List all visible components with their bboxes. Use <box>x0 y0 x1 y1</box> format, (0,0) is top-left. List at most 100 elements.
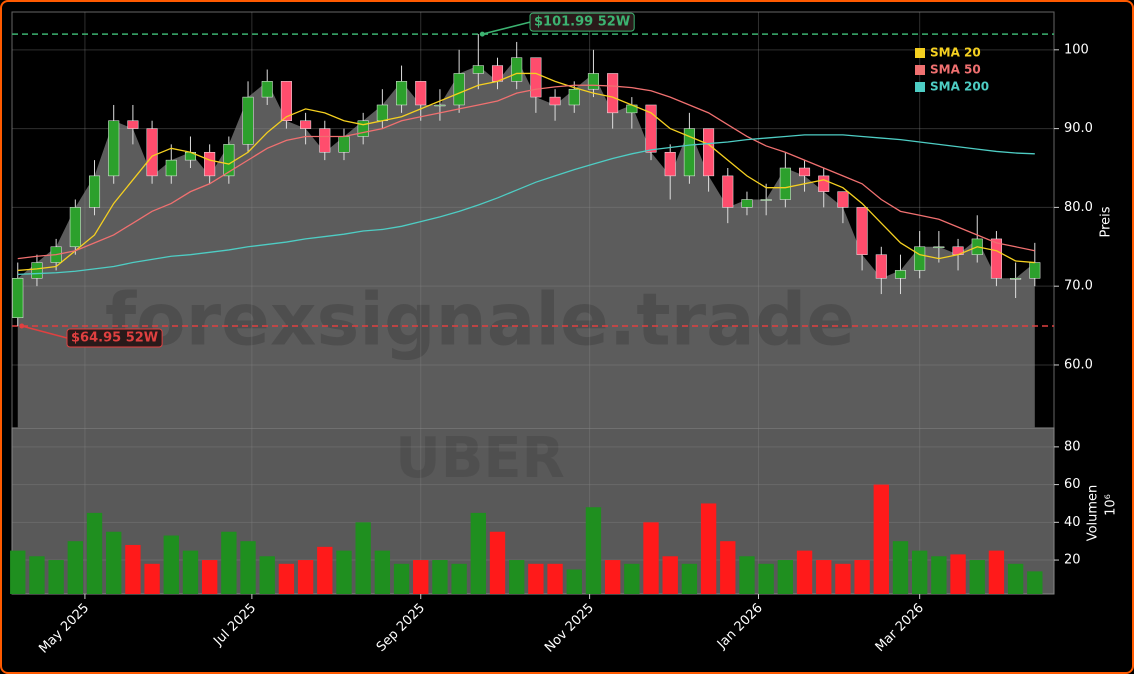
x-tick-label: Sep 2025 <box>374 601 428 655</box>
volume-bar <box>259 556 275 594</box>
volume-bar <box>739 556 755 594</box>
candle-body <box>894 270 907 279</box>
volume-bar <box>931 556 947 594</box>
candle-body <box>242 96 254 145</box>
volume-bar <box>182 550 199 594</box>
volume-bar <box>835 563 851 594</box>
y-tick-label: 70.0 <box>1064 279 1093 294</box>
candle-body <box>108 120 120 177</box>
watermark: forexsignale.trade <box>105 278 855 362</box>
legend-swatch <box>915 48 925 58</box>
legend-label: SMA 200 <box>930 80 989 94</box>
candle-body <box>396 81 408 106</box>
y-tick-label: 90.0 <box>1064 121 1093 136</box>
candle-body <box>818 175 830 192</box>
candle-body <box>434 104 446 107</box>
volume-bar <box>796 550 813 594</box>
candle-body <box>549 96 561 106</box>
candle-body <box>223 144 235 177</box>
volume-bar <box>86 512 103 594</box>
y-axis-label: Volumen <box>1086 485 1101 542</box>
candle-body <box>376 104 388 121</box>
candle-body <box>472 65 484 74</box>
volume-bar <box>470 512 486 594</box>
volume-bar <box>336 550 352 594</box>
candle-body <box>69 207 81 248</box>
y-tick-label: 60.0 <box>1064 357 1093 372</box>
candle-body <box>568 88 580 106</box>
sma-line <box>17 134 1035 276</box>
volume-bar <box>816 560 832 594</box>
candle-body <box>31 262 43 279</box>
volume-bar <box>1007 563 1024 594</box>
candle-body <box>779 167 791 200</box>
volume-bar <box>566 569 582 594</box>
candle-body <box>530 57 542 98</box>
candle-body <box>300 120 312 129</box>
volume-bar <box>758 563 774 594</box>
volume-bar <box>144 563 160 594</box>
candle-body <box>338 136 350 153</box>
sma-line <box>17 72 1035 272</box>
annotation-label: $101.99 52W <box>534 15 630 30</box>
volume-bar <box>873 484 889 594</box>
sma-line <box>17 84 1035 260</box>
candle-body <box>990 238 1002 279</box>
volume-bar <box>317 546 333 594</box>
candle-body <box>12 278 24 318</box>
volume-bar <box>509 560 525 594</box>
candle-body <box>319 128 331 153</box>
volume-bar <box>643 522 659 594</box>
candle-body <box>933 246 945 249</box>
volume-bar <box>950 554 966 594</box>
volume-bar <box>451 563 467 594</box>
volume-bar <box>624 563 640 594</box>
candle-body <box>453 73 465 106</box>
price-area <box>17 57 1035 429</box>
arrow-head <box>19 323 25 329</box>
candle-body <box>280 81 292 121</box>
volume-bar <box>854 560 870 594</box>
x-tick-label: Jan 2026 <box>714 601 766 653</box>
candle-body <box>760 199 772 201</box>
volume-bar <box>969 560 985 594</box>
y-tick-label: 40 <box>1064 515 1081 530</box>
candle-body <box>607 73 619 114</box>
y-tick-label: 60 <box>1064 477 1081 492</box>
volume-bar <box>29 556 45 594</box>
annotation: $101.99 52W <box>529 12 635 32</box>
x-tick-label: May 2025 <box>36 601 92 657</box>
annotation-label: $64.95 52W <box>71 330 158 345</box>
candle-body <box>261 81 273 98</box>
volume-bar <box>720 541 736 594</box>
volume-bar <box>432 560 448 594</box>
candle-body <box>165 159 177 177</box>
candle-body <box>146 128 158 177</box>
volume-bar <box>700 503 717 594</box>
x-tick-label: Jul 2025 <box>210 601 259 650</box>
candle-body <box>491 65 504 82</box>
volume-bar <box>413 560 429 594</box>
volume-bar <box>662 556 678 594</box>
volume-bar <box>393 563 410 594</box>
y-tick-label: 20 <box>1064 553 1081 568</box>
candle-body <box>741 199 753 208</box>
candle-body <box>856 207 868 255</box>
candle-body <box>722 175 734 208</box>
candle-body <box>799 167 811 177</box>
volume-bar <box>10 550 26 594</box>
candle-body <box>127 120 139 129</box>
volume-bar <box>48 560 64 594</box>
legend-label: SMA 50 <box>930 63 981 77</box>
annotation-box <box>529 12 635 32</box>
volume-bar <box>585 507 602 594</box>
candle-body <box>1010 278 1022 280</box>
volume-bar <box>355 522 371 594</box>
candle-body <box>837 191 849 208</box>
candle-body <box>415 81 427 106</box>
volume-bar <box>1027 571 1043 594</box>
volume-bar <box>892 541 909 594</box>
candle-body <box>683 128 695 177</box>
